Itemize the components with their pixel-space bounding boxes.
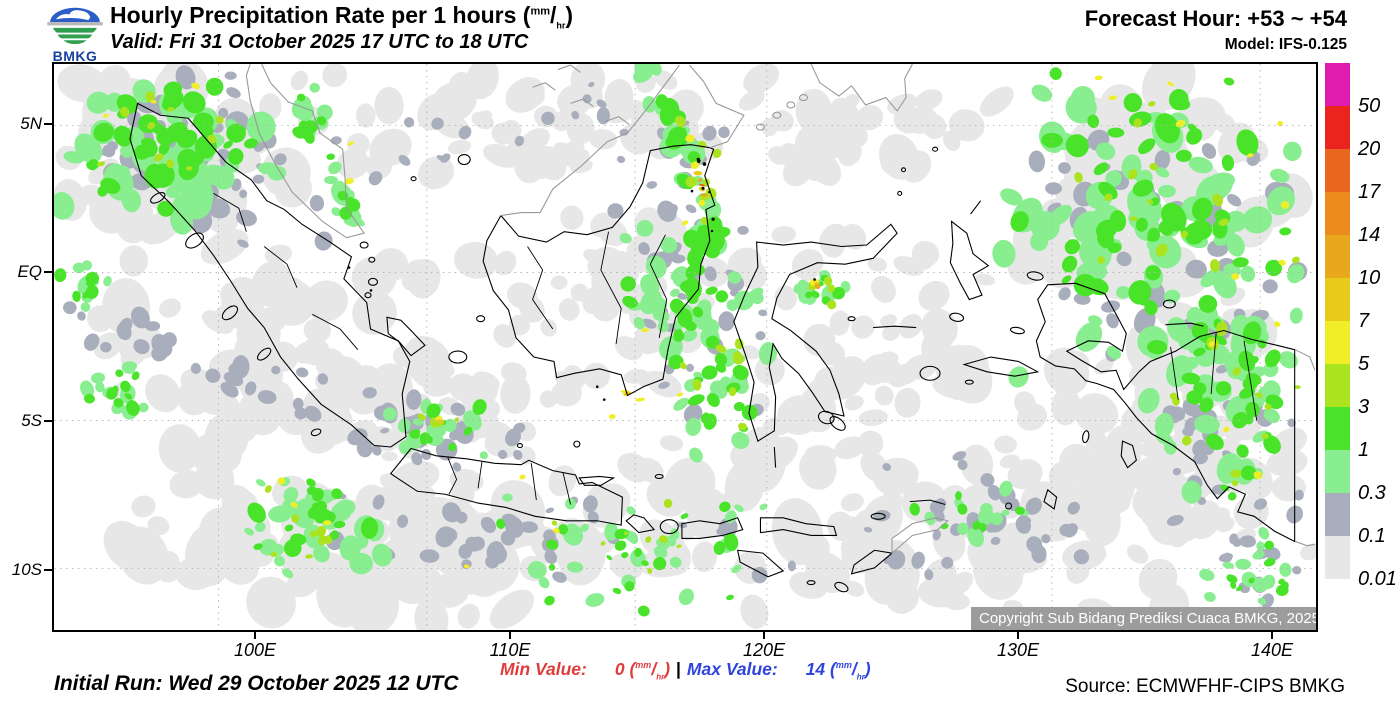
legend-swatch <box>1325 106 1350 149</box>
initial-run-label: Initial Run: Wed 29 October 2025 12 UTC <box>54 672 459 695</box>
contour-label-specks <box>347 157 816 401</box>
x-axis-tick <box>1017 632 1019 639</box>
legend-label: 1 <box>1358 439 1370 461</box>
legend-label: 0.01 <box>1358 568 1397 590</box>
legend-label: 50 <box>1358 95 1381 117</box>
y-axis-label: EQ <box>17 262 42 281</box>
bmkg-logo-label: BMKG <box>52 48 98 64</box>
legend-label: 5 <box>1358 353 1370 375</box>
x-axis-tick <box>1271 632 1273 639</box>
coastlines-indonesia <box>129 102 1296 593</box>
unit-mm: mm <box>530 5 551 18</box>
legend-label: 0.3 <box>1358 482 1386 504</box>
province-borders <box>213 193 1258 505</box>
legend-swatch <box>1325 278 1350 321</box>
source-label: Source: ECMWFHF-CIPS BMKG <box>1065 676 1345 697</box>
y-axis-tick <box>44 420 52 422</box>
bmkg-logo: BMKG <box>44 3 106 64</box>
copyright-bar: Copyright Sub Bidang Prediksi Cuaca BMKG… <box>971 607 1316 630</box>
minmax-values: Min Value: 0 (mm/hr) | Max Value: 14 (mm/hr) <box>500 659 871 682</box>
forecast-hour-label: Forecast Hour: +53 ~ +54 <box>1084 6 1347 31</box>
legend-label: 14 <box>1358 224 1381 246</box>
precipitation-field <box>54 64 1316 630</box>
min-value: 0 (mm/hr) <box>614 659 671 682</box>
min-value-label: Min Value: <box>500 659 587 679</box>
x-axis-tick <box>254 632 256 639</box>
precipitation-map: Copyright Sub Bidang Prediksi Cuaca BMKG… <box>52 62 1318 632</box>
legend-label: 0.1 <box>1358 525 1386 547</box>
y-axis-tick <box>44 123 52 125</box>
x-axis-label: 120E <box>742 640 786 660</box>
x-axis-label: 140E <box>1250 640 1294 660</box>
x-axis-label: 100E <box>233 640 277 660</box>
legend-swatch <box>1325 235 1350 278</box>
x-axis-label: 130E <box>996 640 1040 660</box>
x-axis-tick <box>509 632 511 639</box>
legend-label: 10 <box>1358 267 1381 289</box>
y-axis-tick <box>44 569 52 571</box>
legend-swatch <box>1325 192 1350 235</box>
y-axis-tick <box>44 271 52 273</box>
y-axis-label: 10S <box>11 560 42 579</box>
x-axis-tick <box>763 632 765 639</box>
model-label: Model: IFS-0.125 <box>1224 36 1347 53</box>
valid-time-label: Valid: Fri 31 October 2025 17 UTC to 18 … <box>110 31 529 53</box>
legend-swatch <box>1325 450 1350 493</box>
precip-blobs <box>54 64 1316 630</box>
y-axis-label: 5S <box>21 411 42 430</box>
legend-label: 7 <box>1358 310 1370 332</box>
legend-label: 20 <box>1358 138 1381 160</box>
max-value-label: Max Value: <box>686 659 778 679</box>
max-value: 14 (mm/hr) <box>805 659 871 682</box>
gridlines <box>54 64 1316 630</box>
unit-hr: hr <box>556 20 566 31</box>
legend-label: 3 <box>1358 396 1370 418</box>
legend-swatch <box>1325 493 1350 536</box>
y-axis-label: 5N <box>20 114 42 133</box>
legend-swatch <box>1325 536 1350 579</box>
page-title: Hourly Precipitation Rate per 1 hours (m… <box>110 2 574 31</box>
legend-label: 17 <box>1358 181 1381 203</box>
minmax-separator: | <box>676 659 681 679</box>
legend-swatch <box>1325 63 1350 106</box>
legend-swatch <box>1325 364 1350 407</box>
legend-swatch <box>1325 321 1350 364</box>
x-axis-label: 110E <box>489 640 531 660</box>
legend-swatch <box>1325 149 1350 192</box>
bmkg-logo-icon <box>47 4 103 45</box>
coastlines-foreign <box>245 64 1316 555</box>
legend-swatch <box>1325 407 1350 450</box>
